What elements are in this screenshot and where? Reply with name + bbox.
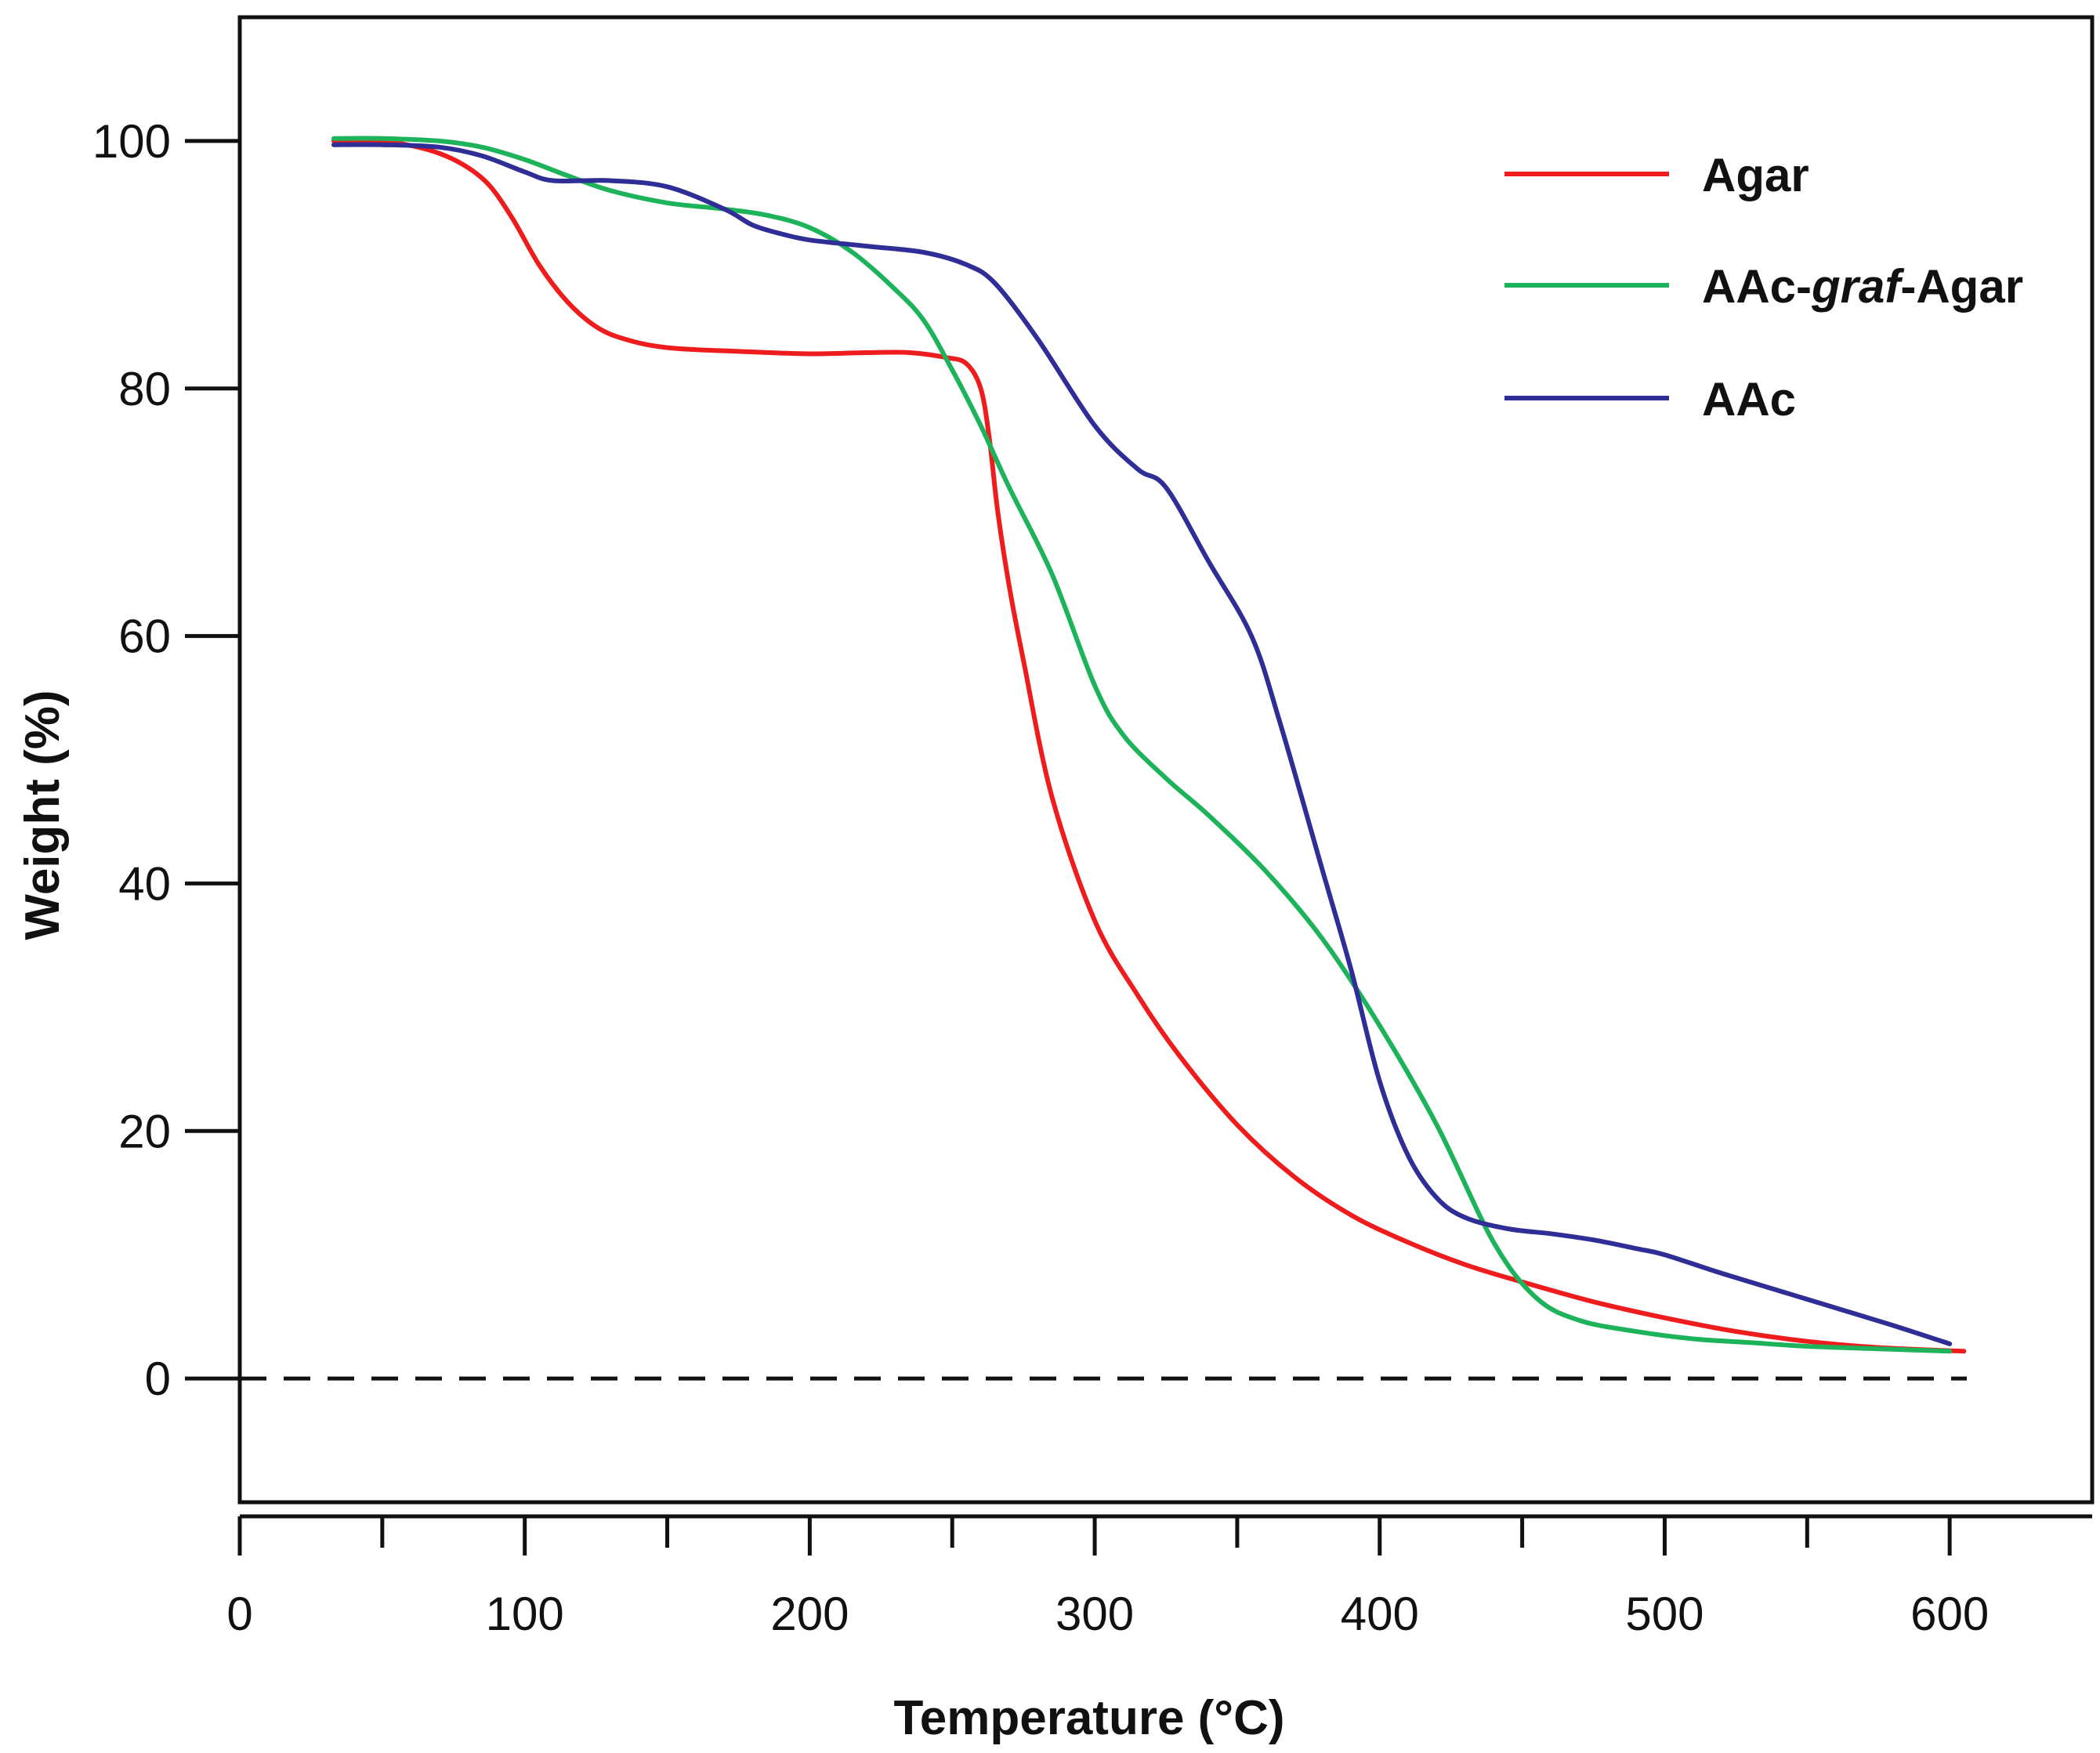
x-tick-label-0: 0 (226, 1588, 252, 1640)
x-tick-labels: 0 100 200 300 400 500 600 (226, 1588, 1989, 1640)
legend: Agar AAc-graf-Agar AAc (1504, 149, 2023, 426)
y-tick-label-80: 80 (118, 363, 171, 415)
y-tick-label-20: 20 (118, 1105, 171, 1157)
x-major-ticks (237, 1516, 1952, 1556)
legend-label-aac-graf-agar: AAc-graf-Agar (1702, 260, 2023, 313)
series-lines (331, 136, 1967, 1354)
y-ticks (185, 139, 240, 1381)
series-line-aac (331, 142, 1953, 1346)
legend-label-aac: AAc (1702, 373, 1796, 426)
plot-frame (237, 15, 2095, 1505)
series-line-aac-graf-agar (331, 136, 1953, 1354)
x-tick-label-500: 500 (1625, 1588, 1704, 1640)
y-tick-labels: 0 20 40 60 80 100 (92, 115, 171, 1405)
x-tick-label-600: 600 (1910, 1588, 1989, 1640)
legend-label-graft-suffix: -Agar (1900, 260, 2023, 313)
y-axis-title: Weight (%) (16, 690, 70, 940)
x-tick-label-300: 300 (1055, 1588, 1134, 1640)
legend-label-graft-italic: graf (1811, 260, 1904, 313)
x-minor-ticks (380, 1516, 1809, 1548)
x-tick-label-200: 200 (770, 1588, 849, 1640)
y-tick-label-0: 0 (145, 1353, 171, 1405)
y-tick-label-40: 40 (118, 857, 171, 910)
x-tick-label-400: 400 (1341, 1588, 1419, 1640)
x-axis-title: Temperature (°C) (893, 1691, 1284, 1745)
y-tick-label-60: 60 (118, 610, 171, 663)
x-tick-label-100: 100 (486, 1588, 564, 1640)
series-line-agar (331, 137, 1967, 1354)
legend-label-agar: Agar (1702, 149, 1809, 201)
y-tick-label-100: 100 (92, 115, 171, 168)
legend-label-graft-prefix: AAc- (1702, 260, 1812, 313)
